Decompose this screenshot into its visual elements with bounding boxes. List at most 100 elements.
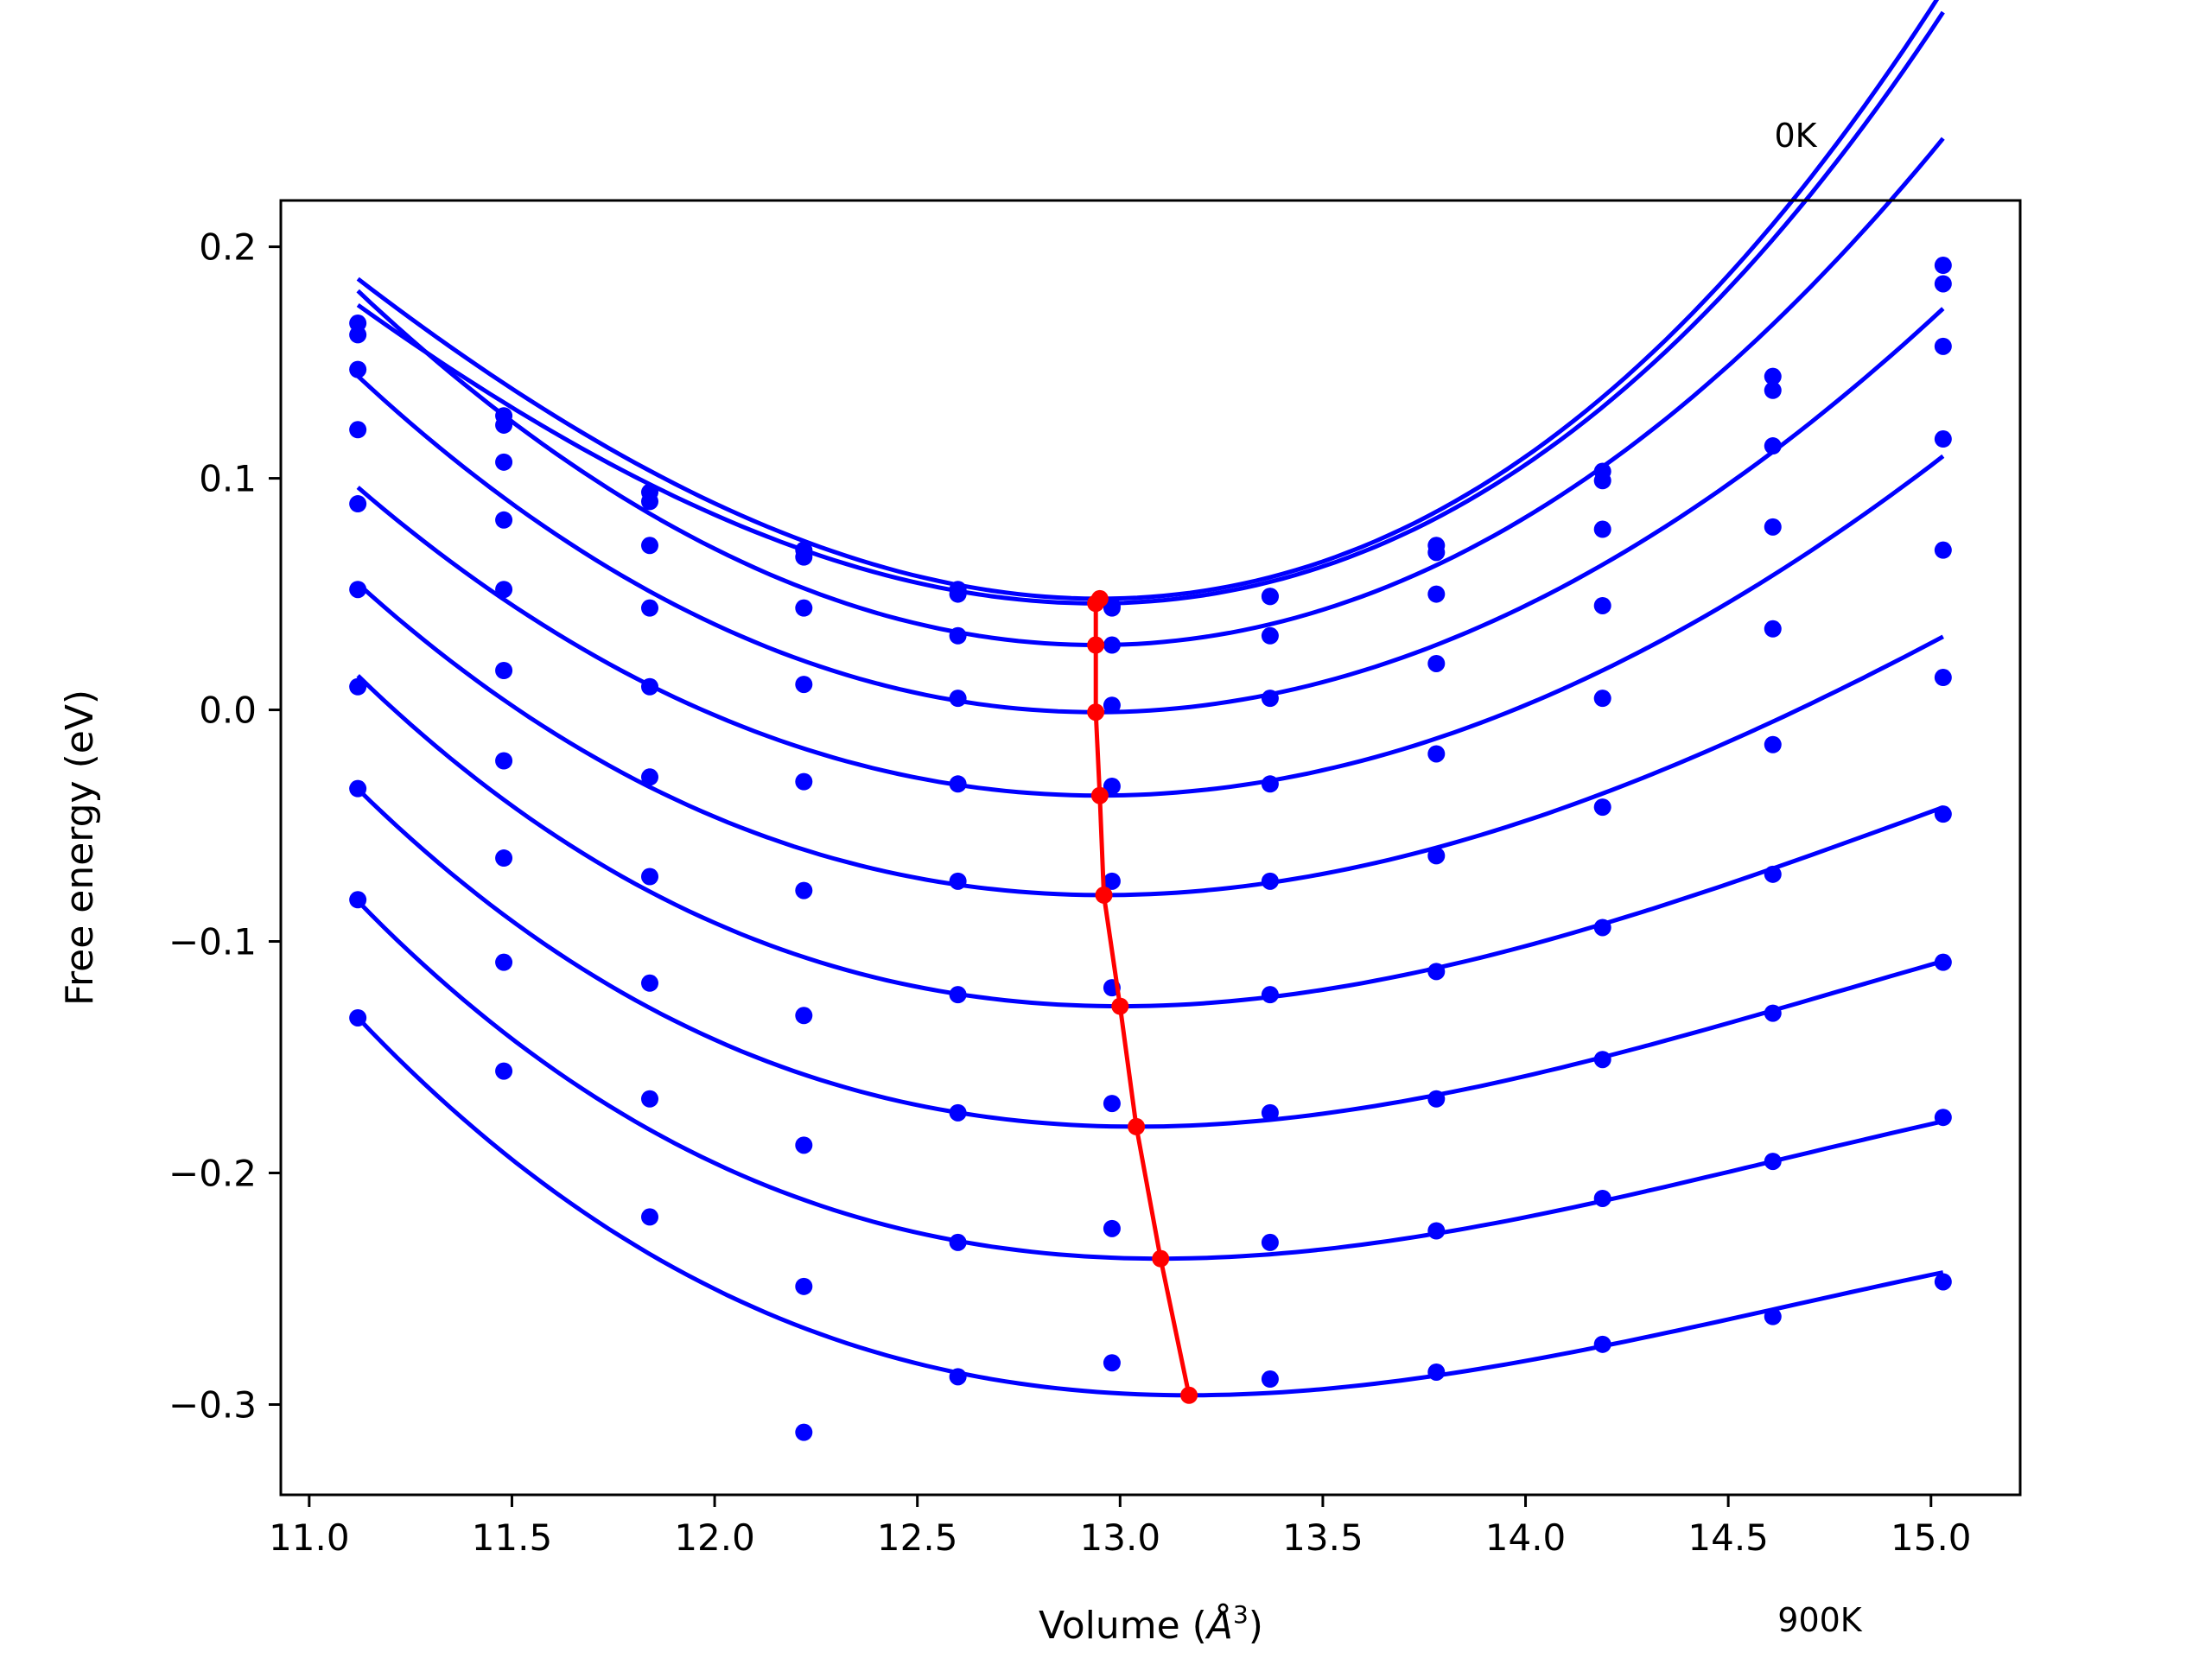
data-point [641, 1208, 658, 1226]
data-point [1103, 777, 1121, 795]
data-point [495, 581, 513, 599]
data-point [795, 881, 813, 899]
fit-curve-2 [356, 137, 1945, 648]
data-point [1934, 669, 1952, 687]
x-tick-label: 12.5 [877, 1516, 958, 1559]
data-point [1427, 585, 1446, 603]
data-point [641, 768, 658, 786]
data-point [1427, 1222, 1446, 1240]
data-point [1764, 1153, 1782, 1171]
data-point [1103, 1354, 1121, 1372]
minimum-point [1128, 1117, 1146, 1135]
data-point [1427, 654, 1446, 672]
data-point [1427, 963, 1446, 981]
minimum-point [1095, 886, 1113, 904]
data-point [1103, 696, 1121, 715]
data-point [1261, 626, 1279, 645]
data-point [349, 779, 367, 798]
fit-curves [356, 0, 1945, 1398]
data-point [795, 1007, 813, 1025]
data-point [349, 581, 367, 599]
data-point [949, 1368, 967, 1386]
y-tick-label: −0.1 [168, 921, 257, 963]
data-point [495, 752, 513, 770]
data-point [641, 493, 658, 511]
x-tick-label: 14.5 [1688, 1516, 1769, 1559]
data-point [949, 1103, 967, 1122]
x-axis: 11.0 11.5 12.0 12.5 13.0 13.5 14.0 14.5 15.0 [269, 1495, 1972, 1559]
data-point [795, 599, 813, 617]
data-point [641, 868, 658, 886]
data-point [1934, 541, 1952, 559]
data-point [795, 1136, 813, 1154]
data-point [795, 1423, 813, 1441]
fit-curve-3 [356, 307, 1945, 715]
data-point [1593, 1189, 1611, 1207]
data-point [1427, 1090, 1446, 1108]
x-tick-label: 12.0 [674, 1516, 755, 1559]
y-axis-title: Free energy (eV) [58, 690, 102, 1006]
fit-curve-0 [356, 0, 1940, 601]
data-point [495, 661, 513, 679]
minima-layer [1087, 589, 1198, 1404]
data-point [1427, 1363, 1446, 1381]
data-point [1934, 805, 1952, 823]
fit-curve-8 [356, 899, 1944, 1262]
x-tick-label: 15.0 [1891, 1516, 1972, 1559]
data-point [495, 511, 513, 529]
data-point [1764, 381, 1782, 399]
y-tick-label: 0.0 [199, 690, 257, 732]
data-point [1934, 1273, 1952, 1291]
annotation-0k: 0K [1774, 117, 1817, 155]
minimum-point [1087, 594, 1105, 613]
data-point [349, 360, 367, 378]
data-point [1103, 1095, 1121, 1113]
y-tick-label: −0.3 [168, 1383, 257, 1426]
data-point [1764, 620, 1782, 638]
data-point [949, 872, 967, 890]
data-point [1593, 798, 1611, 817]
x-tick-label: 11.5 [472, 1516, 553, 1559]
data-point [495, 1062, 513, 1080]
data-point [1934, 337, 1952, 355]
data-point [1764, 865, 1782, 883]
data-points [349, 257, 1952, 1441]
data-point [1103, 636, 1121, 654]
data-point [495, 849, 513, 868]
fit-curve-6 [356, 674, 1944, 1009]
data-point [349, 677, 367, 696]
data-point [1103, 872, 1121, 890]
data-point [949, 585, 967, 603]
data-point [1764, 367, 1782, 385]
data-point [795, 676, 813, 694]
y-axis: 0.2 0.1 0.0 −0.1 −0.2 −0.3 [168, 226, 281, 1426]
data-point [1261, 986, 1279, 1004]
fit-curve-1 [356, 10, 1945, 606]
data-point [1764, 1004, 1782, 1022]
minimum-point [1087, 636, 1105, 654]
data-point [1593, 1051, 1611, 1069]
data-point [1261, 775, 1279, 793]
data-point [949, 986, 967, 1004]
data-point [1261, 872, 1279, 890]
data-point [1764, 1307, 1782, 1325]
data-point [1593, 472, 1611, 490]
data-point [1593, 918, 1611, 937]
y-tick-label: 0.2 [199, 226, 257, 269]
data-point [1593, 520, 1611, 538]
data-point [949, 626, 967, 645]
data-point [641, 1090, 658, 1108]
fit-curve-4 [356, 454, 1945, 798]
data-point [1103, 1219, 1121, 1237]
fit-curve-7 [356, 787, 1944, 1129]
data-point [1934, 257, 1952, 275]
minimum-energy-path [1093, 597, 1192, 1396]
data-point [949, 1233, 967, 1251]
x-tick-label: 14.0 [1485, 1516, 1567, 1559]
data-point [1261, 1103, 1279, 1122]
data-point [795, 1277, 813, 1295]
data-point [1934, 1109, 1952, 1127]
minimum-point [1111, 997, 1129, 1015]
data-point [795, 548, 813, 566]
data-point [1261, 588, 1279, 606]
